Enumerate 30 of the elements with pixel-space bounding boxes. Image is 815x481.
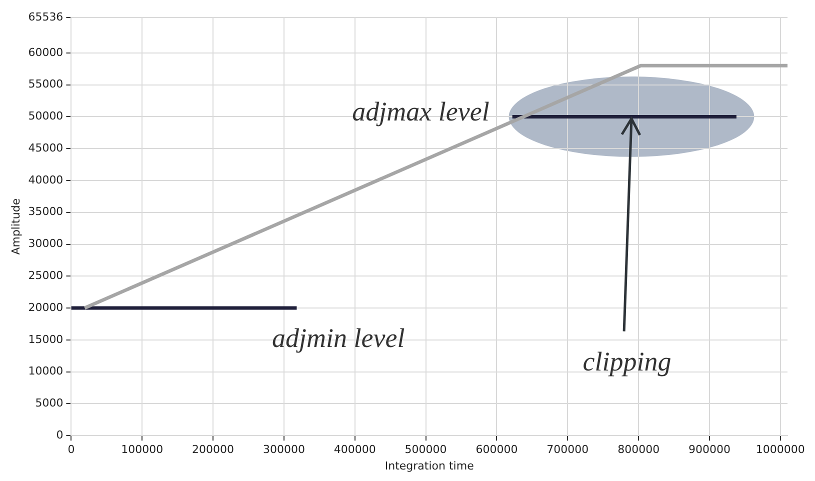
y-tick-label: 10000 [28, 364, 64, 378]
x-tick-label: 600000 [476, 443, 518, 456]
x-tick-label: 400000 [334, 443, 376, 456]
y-tick-label: 35000 [28, 205, 64, 218]
x-tick-label: 500000 [404, 443, 447, 456]
x-tick-label: 300000 [262, 443, 305, 456]
x-tick-label: 700000 [546, 443, 589, 456]
x-tick-label: 1000000 [756, 443, 805, 456]
x-tick-label: 800000 [618, 443, 660, 456]
y-axis-title: Amplitude [9, 198, 22, 255]
y-tick-label: 65536 [28, 10, 64, 24]
annotation: adjmin level [272, 322, 405, 353]
y-tick-label: 40000 [28, 173, 64, 186]
annotation: adjmax level [352, 96, 490, 126]
y-tick-label: 20000 [28, 300, 64, 314]
y-tick-label: 25000 [28, 269, 64, 282]
y-tick-label: 45000 [28, 141, 64, 154]
x-tick-label: 200000 [192, 443, 234, 456]
y-tick-label: 0 [56, 428, 64, 442]
y-tick-label: 30000 [28, 237, 64, 250]
x-tick-label: 100000 [121, 443, 164, 456]
y-tick-label: 55000 [28, 78, 64, 91]
x-tick-label: 900000 [688, 443, 731, 456]
annotation: clipping [582, 346, 672, 376]
y-tick-label: 5000 [35, 396, 64, 410]
x-tick-label: 0 [68, 443, 75, 456]
x-axis-title: Integration time [384, 459, 474, 472]
y-tick-label: 15000 [28, 332, 64, 346]
y-tick-label: 50000 [28, 110, 64, 123]
y-tick-label: 60000 [28, 46, 64, 59]
